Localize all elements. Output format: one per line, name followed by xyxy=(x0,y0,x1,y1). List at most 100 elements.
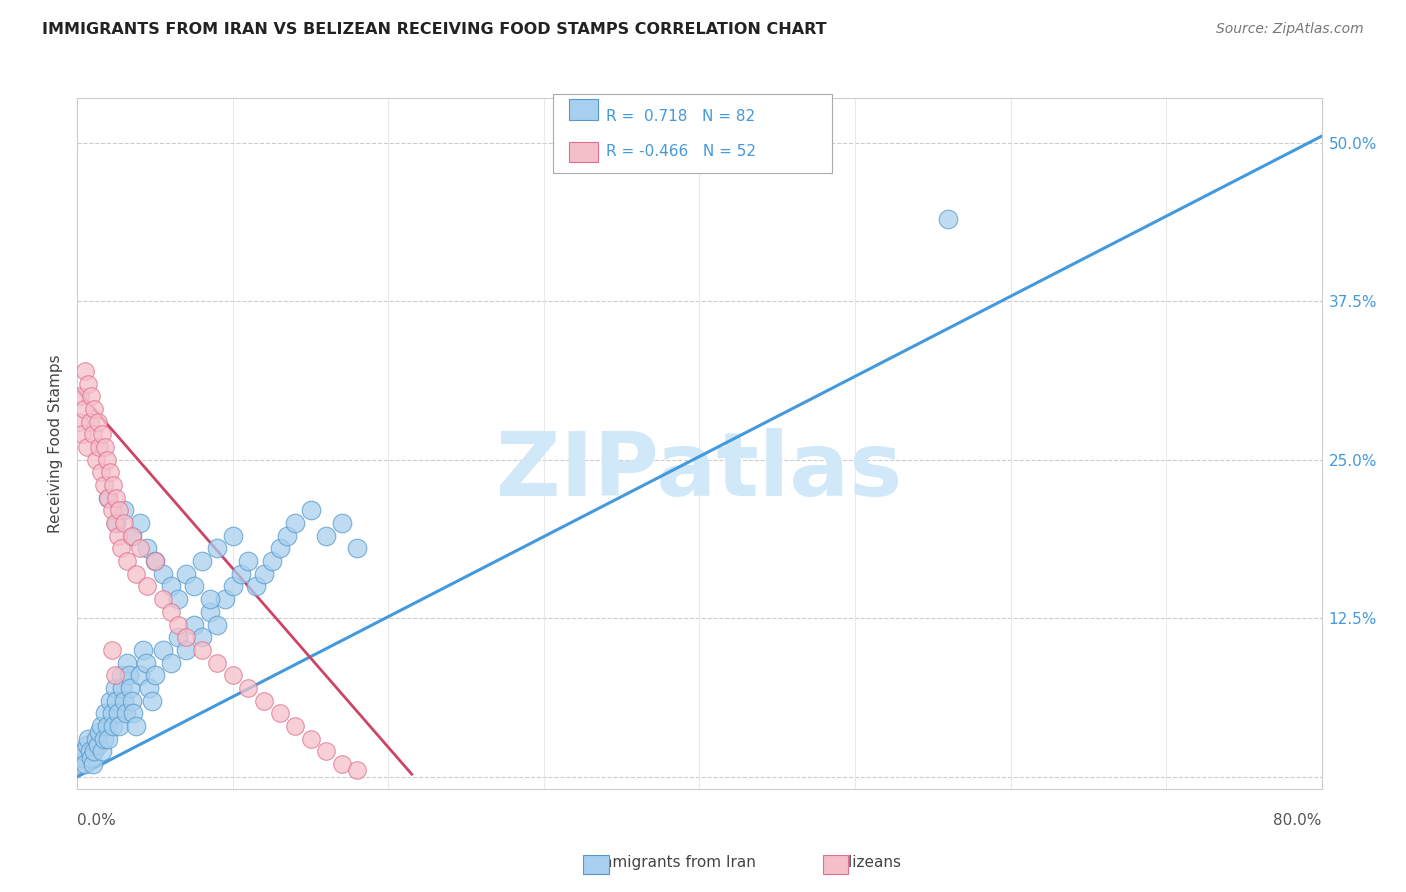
Point xyxy=(97,731,120,746)
Point xyxy=(128,516,150,530)
Point xyxy=(90,719,112,733)
Point xyxy=(346,764,368,778)
Point xyxy=(72,401,94,416)
Point xyxy=(72,744,94,758)
Point xyxy=(84,731,107,746)
Point xyxy=(69,757,91,772)
Point xyxy=(152,566,174,581)
Point xyxy=(253,566,276,581)
Point xyxy=(131,643,153,657)
Point xyxy=(100,706,122,721)
Point xyxy=(183,617,205,632)
Point xyxy=(96,452,118,467)
Point xyxy=(83,744,105,758)
Point xyxy=(69,389,91,403)
Point xyxy=(107,529,129,543)
Point xyxy=(91,744,114,758)
Point xyxy=(167,592,190,607)
Point xyxy=(104,681,127,695)
Point xyxy=(100,503,122,517)
Point xyxy=(159,579,181,593)
Point xyxy=(191,643,214,657)
Point xyxy=(108,719,131,733)
Point xyxy=(97,491,120,505)
Point xyxy=(346,541,368,556)
Text: IMMIGRANTS FROM IRAN VS BELIZEAN RECEIVING FOOD STAMPS CORRELATION CHART: IMMIGRANTS FROM IRAN VS BELIZEAN RECEIVI… xyxy=(42,22,827,37)
Point xyxy=(114,706,136,721)
Point xyxy=(222,529,245,543)
Point xyxy=(98,693,121,707)
Point xyxy=(174,630,197,644)
Point xyxy=(229,566,252,581)
Point xyxy=(122,706,145,721)
Point xyxy=(284,516,307,530)
Point xyxy=(315,529,337,543)
Point xyxy=(128,541,150,556)
Point xyxy=(76,440,98,454)
Point xyxy=(238,554,260,568)
Point xyxy=(299,731,322,746)
Text: Source: ZipAtlas.com: Source: ZipAtlas.com xyxy=(1216,22,1364,37)
Point xyxy=(159,656,181,670)
Point xyxy=(198,605,221,619)
Point xyxy=(79,415,101,429)
Point xyxy=(105,693,128,707)
Point xyxy=(101,478,124,492)
Point xyxy=(82,757,104,772)
Point xyxy=(143,554,166,568)
Point xyxy=(79,744,101,758)
Point xyxy=(75,757,97,772)
Point xyxy=(112,516,135,530)
Text: R =  0.718   N = 82: R = 0.718 N = 82 xyxy=(606,110,755,124)
Text: R = -0.466   N = 52: R = -0.466 N = 52 xyxy=(606,145,756,159)
Point xyxy=(136,541,159,556)
Point xyxy=(143,668,166,682)
Point xyxy=(167,630,190,644)
Point xyxy=(104,516,127,530)
Point xyxy=(83,401,105,416)
Point xyxy=(84,452,107,467)
Point xyxy=(100,643,122,657)
Point xyxy=(330,516,353,530)
Point xyxy=(121,529,143,543)
Point xyxy=(174,643,197,657)
Point xyxy=(80,750,103,764)
Point xyxy=(276,529,298,543)
Point xyxy=(105,491,128,505)
Point xyxy=(238,681,260,695)
Point xyxy=(191,554,214,568)
Point xyxy=(183,579,205,593)
Y-axis label: Receiving Food Stamps: Receiving Food Stamps xyxy=(48,354,63,533)
Point xyxy=(121,693,143,707)
Point xyxy=(98,465,121,479)
Point xyxy=(138,681,160,695)
Point xyxy=(191,630,214,644)
Point xyxy=(77,376,100,391)
Point xyxy=(198,592,221,607)
Point xyxy=(222,579,245,593)
Point xyxy=(94,706,117,721)
Point xyxy=(214,592,236,607)
Point xyxy=(120,681,142,695)
Point xyxy=(101,719,124,733)
Point xyxy=(152,643,174,657)
Point xyxy=(260,554,283,568)
Point xyxy=(76,738,98,752)
Point xyxy=(104,668,127,682)
Point xyxy=(86,738,108,752)
Point xyxy=(108,503,131,517)
Point xyxy=(91,427,114,442)
Point xyxy=(96,719,118,733)
Point xyxy=(112,693,135,707)
Point xyxy=(152,592,174,607)
Point xyxy=(159,605,181,619)
Point xyxy=(110,541,132,556)
Point xyxy=(105,516,128,530)
Point xyxy=(87,440,110,454)
Point xyxy=(115,554,138,568)
Text: ZIPatlas: ZIPatlas xyxy=(496,428,903,515)
Point xyxy=(299,503,322,517)
Point xyxy=(115,656,138,670)
Point xyxy=(269,706,291,721)
Point xyxy=(136,579,159,593)
